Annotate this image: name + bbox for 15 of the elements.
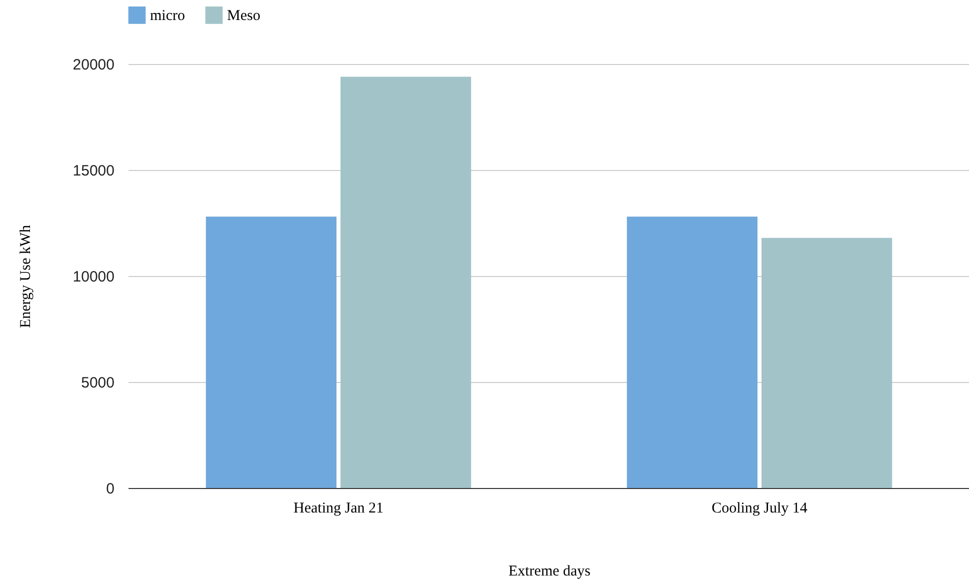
- bar: [762, 238, 892, 488]
- y-tick-label: 5000: [81, 374, 114, 392]
- bar: [626, 216, 758, 488]
- x-tick-label: Heating Jan 21: [294, 500, 384, 516]
- y-tick-label: 0: [106, 480, 114, 498]
- y-tick-label: 20000: [72, 56, 114, 74]
- x-tick-label: Cooling July 14: [712, 500, 808, 516]
- bar: [206, 216, 336, 488]
- bar: [340, 76, 472, 488]
- legend-label: micro: [150, 8, 185, 24]
- y-tick-label: 10000: [72, 268, 114, 286]
- x-axis-title: Extreme days: [508, 564, 591, 580]
- y-tick-label: 15000: [72, 162, 114, 180]
- legend-label: Meso: [227, 8, 260, 24]
- y-axis-title: Energy Use kWh: [18, 224, 34, 328]
